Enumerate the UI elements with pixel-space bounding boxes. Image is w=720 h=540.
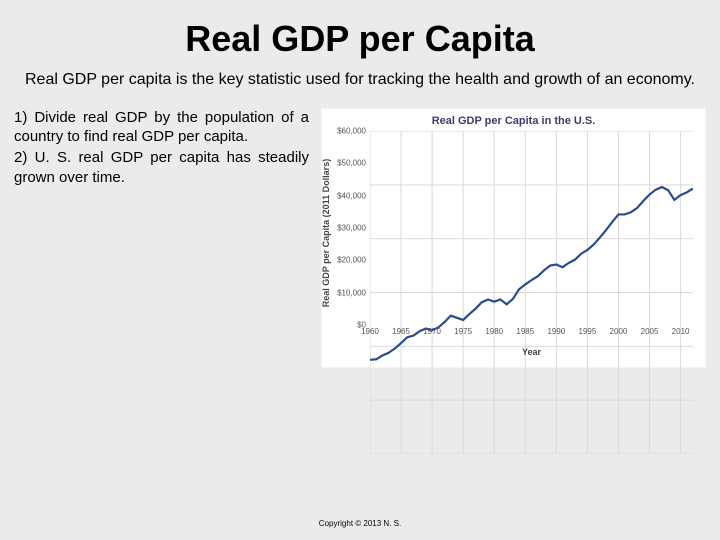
content-row: 1) Divide real GDP by the population of … <box>14 108 706 368</box>
x-tick-label: 2005 <box>641 327 659 336</box>
y-tick-label: $60,000 <box>337 127 366 136</box>
bullet-2: 2) U. S. real GDP per capita has steadil… <box>14 148 309 186</box>
x-tick-label: 1975 <box>454 327 472 336</box>
x-tick-label: 1990 <box>547 327 565 336</box>
chart-container: Real GDP per Capita in the U.S. $0$10,00… <box>321 108 706 368</box>
page-title: Real GDP per Capita <box>14 18 706 60</box>
y-tick-label: $40,000 <box>337 191 366 200</box>
x-tick-label: 1995 <box>578 327 596 336</box>
slide: Real GDP per Capita Real GDP per capita … <box>0 0 720 368</box>
x-tick-label: 1970 <box>423 327 441 336</box>
bullet-1: 1) Divide real GDP by the population of … <box>14 108 309 146</box>
x-tick-labels: 1960196519701975198019851990199520002005… <box>370 327 693 339</box>
y-tick-labels: $0$10,000$20,000$30,000$40,000$50,000$60… <box>326 131 366 325</box>
x-tick-label: 1980 <box>485 327 503 336</box>
y-tick-label: $10,000 <box>337 288 366 297</box>
text-column: 1) Divide real GDP by the population of … <box>14 108 309 368</box>
chart-title: Real GDP per Capita in the U.S. <box>322 109 705 129</box>
x-tick-label: 1965 <box>392 327 410 336</box>
copyright: Copyright © 2013 N. S. <box>0 519 720 528</box>
x-tick-label: 2000 <box>610 327 628 336</box>
chart-area: $0$10,000$20,000$30,000$40,000$50,000$60… <box>370 131 693 325</box>
x-tick-label: 1985 <box>516 327 534 336</box>
x-axis-label: Year <box>522 347 541 357</box>
y-gridlines <box>370 131 693 454</box>
y-tick-label: $50,000 <box>337 159 366 168</box>
y-tick-label: $20,000 <box>337 256 366 265</box>
x-tick-label: 2010 <box>672 327 690 336</box>
chart-svg <box>370 131 693 454</box>
x-tick-label: 1960 <box>361 327 379 336</box>
subtitle: Real GDP per capita is the key statistic… <box>14 70 706 90</box>
y-axis-label: Real GDP per Capita (2011 Dollars) <box>321 159 331 307</box>
y-tick-label: $30,000 <box>337 224 366 233</box>
